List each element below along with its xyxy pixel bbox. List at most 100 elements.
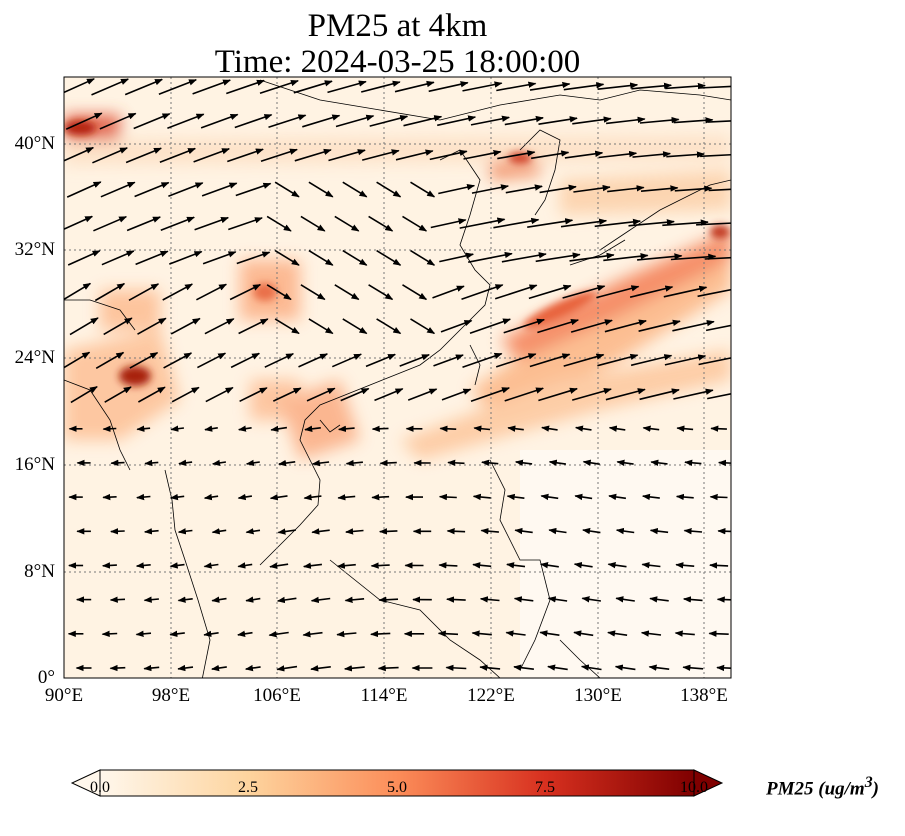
wind-arrow xyxy=(126,216,161,232)
wind-arrow xyxy=(598,150,638,159)
wind-arrow xyxy=(472,562,492,569)
wind-arrow xyxy=(294,148,332,162)
wind-arrow xyxy=(276,665,298,672)
wind-arrow xyxy=(495,353,537,368)
wind-arrow xyxy=(342,181,368,198)
wind-arrow xyxy=(573,184,611,193)
wind-arrow xyxy=(276,596,297,604)
colorbar-tick: 7.5 xyxy=(535,779,555,796)
wind-arrow xyxy=(547,596,568,603)
wind-arrow xyxy=(110,459,125,467)
wind-arrow xyxy=(376,181,402,198)
wind-arrow xyxy=(410,318,436,335)
wind-arrow xyxy=(506,562,526,569)
map-title: PM25 at 4km xyxy=(307,8,488,44)
wind-arrow xyxy=(327,80,367,94)
wind-arrow xyxy=(479,664,501,671)
wind-arrow xyxy=(664,354,707,366)
wind-arrow xyxy=(560,218,608,228)
wind-arrow xyxy=(682,664,704,671)
wind-arrow xyxy=(178,459,193,467)
wind-arrow xyxy=(158,79,197,95)
wind-arrow xyxy=(378,596,399,603)
wind-arrow xyxy=(311,528,330,535)
wind-arrow xyxy=(336,562,356,569)
wind-arrow xyxy=(212,459,227,467)
wind-arrow xyxy=(177,528,193,535)
wind-arrow xyxy=(505,630,526,637)
wind-arrow xyxy=(264,352,295,368)
wind-arrow xyxy=(562,284,606,299)
wind-arrow xyxy=(607,562,627,569)
wind-arrow xyxy=(302,114,341,128)
wind-arrow xyxy=(100,181,136,198)
wind-arrow xyxy=(630,354,673,367)
wind-arrow xyxy=(573,630,594,637)
wind-arrow xyxy=(64,78,95,94)
wind-arrow xyxy=(402,215,428,232)
wind-arrow xyxy=(236,251,271,265)
wind-arrow xyxy=(266,284,292,301)
wind-arrow xyxy=(94,282,126,302)
colorbar-tick: 10.0 xyxy=(680,779,708,796)
wind-arrow xyxy=(505,184,543,194)
wind-arrow xyxy=(65,112,103,130)
wind-arrow xyxy=(274,181,300,198)
gridlines xyxy=(64,77,731,678)
wind-arrow xyxy=(203,562,219,569)
wind-arrow xyxy=(594,218,641,228)
wind-arrow xyxy=(673,388,714,400)
wind-arrow xyxy=(670,253,717,261)
lon-tick: 98°E xyxy=(151,685,191,706)
wind-arrow xyxy=(683,527,703,535)
wind-arrow xyxy=(438,562,458,569)
wind-arrow xyxy=(481,459,499,467)
wind-arrow xyxy=(673,117,714,124)
wind-arrow xyxy=(581,596,602,603)
wind-arrow xyxy=(708,188,731,192)
wind-arrow xyxy=(137,317,167,335)
wind-arrow xyxy=(298,353,329,368)
wind-arrow xyxy=(410,181,436,198)
wind-arrow xyxy=(194,216,229,231)
wind-arrow xyxy=(245,459,260,467)
wind-arrow xyxy=(470,115,510,126)
wind-arrow xyxy=(642,493,660,501)
wind-arrow xyxy=(170,317,201,335)
wind-arrow xyxy=(102,425,117,432)
wind-arrow xyxy=(628,219,675,227)
wind-arrow xyxy=(177,664,194,672)
wind-arrow xyxy=(69,317,99,336)
colorbar-label: PM25 (ug/m3) xyxy=(766,774,879,800)
wind-arrow xyxy=(527,218,574,228)
wind-arrow xyxy=(539,184,577,194)
wind-arrow xyxy=(66,181,102,198)
wind-arrow xyxy=(649,527,669,535)
wind-arrow xyxy=(428,81,469,93)
wind-arrow xyxy=(515,459,533,466)
wind-arrow xyxy=(124,78,163,96)
wind-arrow xyxy=(459,217,506,229)
wind-arrow xyxy=(371,493,390,501)
wind-arrow xyxy=(649,596,669,603)
wind-arrow xyxy=(394,80,435,93)
wind-arrow xyxy=(342,318,368,335)
wind-arrow xyxy=(345,459,363,467)
wind-arrow xyxy=(430,218,467,229)
wind-arrow xyxy=(211,664,227,672)
wind-arrow xyxy=(371,425,389,432)
wind-arrow xyxy=(160,216,195,231)
wind-vectors xyxy=(64,78,731,672)
wind-arrow xyxy=(637,253,683,261)
wind-arrow xyxy=(169,562,185,569)
wind-arrow xyxy=(615,527,635,535)
wind-arrow xyxy=(360,80,401,93)
wind-arrow xyxy=(277,528,296,535)
wind-arrow xyxy=(266,215,292,232)
wind-arrow xyxy=(395,149,434,161)
wind-arrow xyxy=(376,318,402,335)
wind-arrow xyxy=(650,459,668,467)
wind-arrow xyxy=(200,113,239,129)
wind-arrow xyxy=(110,528,125,535)
wind-arrow xyxy=(136,425,151,432)
